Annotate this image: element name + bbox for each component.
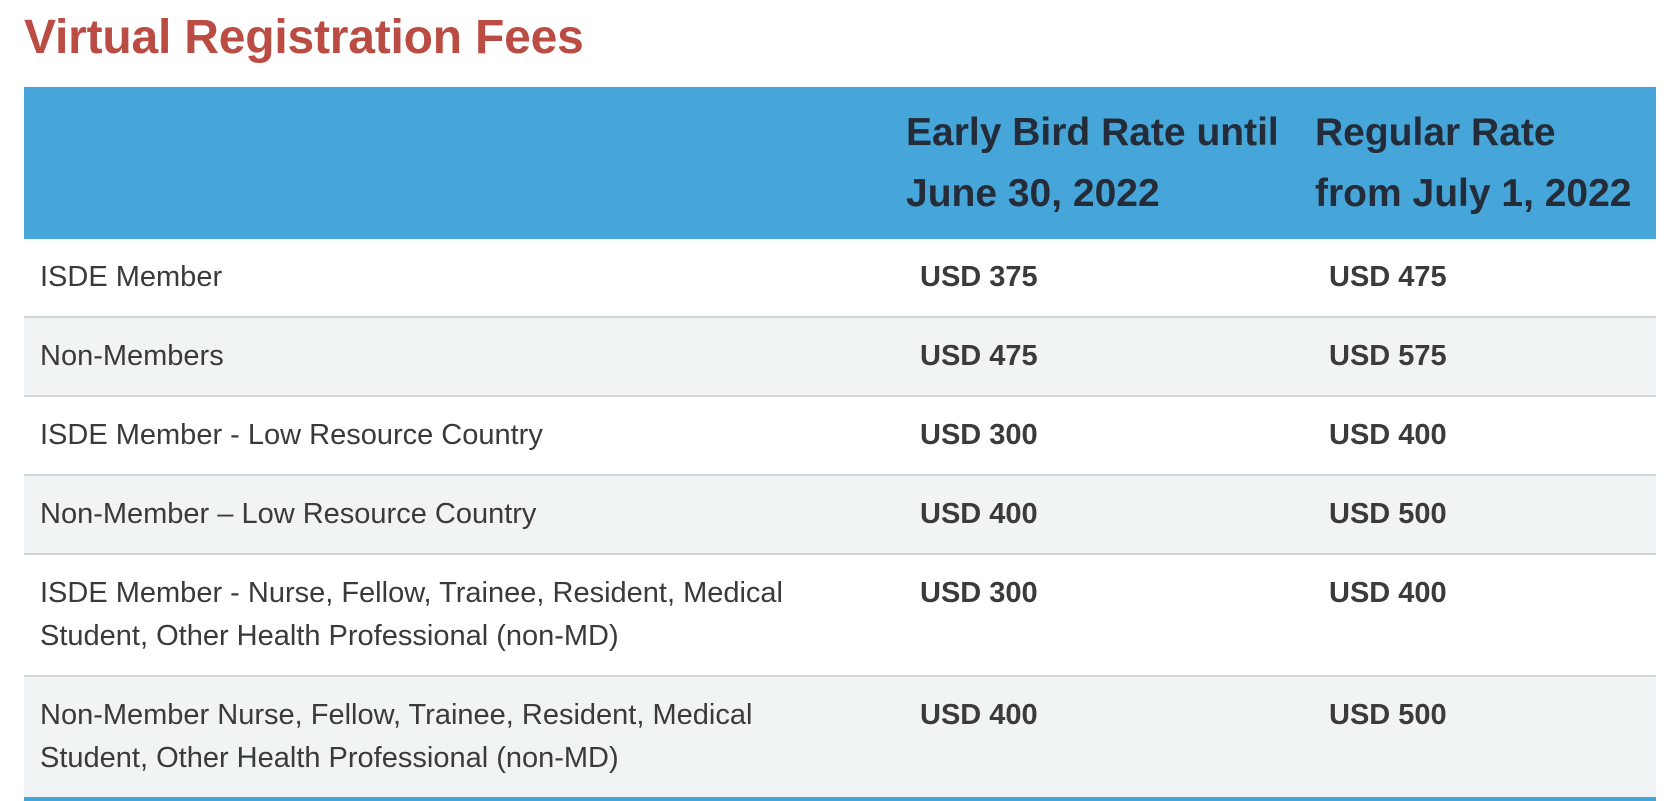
row-regular-price: USD 400: [1291, 554, 1656, 677]
row-early-bird-price: USD 400: [920, 699, 1038, 731]
row-early-bird-price: USD 400: [882, 475, 1291, 555]
row-regular-price: USD 500: [1291, 475, 1656, 555]
row-category: ISDE Member - Nurse, Fellow, Trainee, Re…: [24, 554, 882, 677]
row-regular-price: USD 575: [1291, 317, 1656, 397]
row-regular-price: USD 500: [1329, 699, 1447, 731]
row-category: Non-Member – Low Resource Country: [24, 475, 882, 555]
table-row: Non-Members USD 475 USD 575: [24, 317, 1656, 397]
row-category: Non-Members: [24, 317, 882, 397]
row-category: Non-Member Nurse, Fellow, Trainee, Resid…: [40, 699, 753, 774]
row-early-bird-price: USD 475: [882, 317, 1291, 397]
row-early-bird-price: USD 300: [882, 396, 1291, 476]
table-row: Non-Member – Low Resource Country USD 40…: [24, 475, 1656, 555]
table-row: ISDE Member - Nurse, Fellow, Trainee, Re…: [24, 554, 1656, 677]
table-row: ISDE Member - Low Resource Country USD 3…: [24, 396, 1656, 476]
row-regular-price: USD 475: [1291, 239, 1656, 318]
row-early-bird-price: USD 375: [882, 239, 1291, 318]
page-title: Virtual Registration Fees: [24, 11, 584, 64]
header-category: [24, 87, 882, 239]
table-row: Non-Member Nurse, Fellow, Trainee, Resid…: [24, 676, 1656, 799]
row-regular-price: USD 400: [1291, 396, 1656, 476]
row-category: ISDE Member: [24, 239, 882, 318]
table-row: ISDE Member USD 375 USD 475: [24, 239, 1656, 318]
row-category: ISDE Member - Low Resource Country: [24, 396, 882, 476]
header-regular-rate: Regular Rate from July 1, 2022: [1315, 111, 1632, 215]
table-header-row: Early Bird Rate until June 30, 2022 Regu…: [24, 87, 1656, 239]
header-early-bird-rate: Early Bird Rate until June 30, 2022: [906, 111, 1279, 215]
row-early-bird-price: USD 300: [882, 554, 1291, 677]
registration-fees-table: Early Bird Rate until June 30, 2022 Regu…: [24, 87, 1656, 801]
